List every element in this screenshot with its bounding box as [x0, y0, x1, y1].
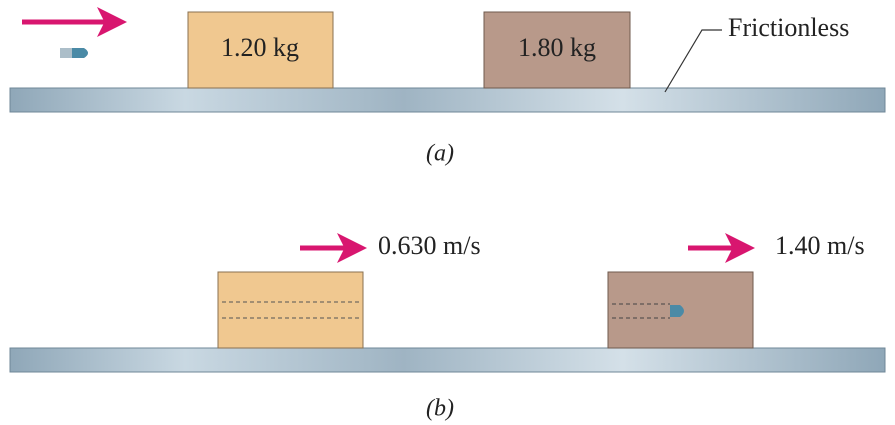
track — [10, 88, 885, 112]
caption: (a) — [426, 141, 454, 167]
caption: (b) — [426, 396, 454, 422]
block — [218, 272, 363, 348]
panel-b: 0.630 m/s 1.40 m/s (b) — [10, 231, 885, 422]
block-label: 1.80 kg — [518, 33, 596, 62]
panel-a: 1.20 kg 1.80 kg Frictionless (a) — [10, 12, 885, 167]
track — [10, 348, 885, 372]
surface-label: Frictionless — [728, 13, 849, 42]
velocity-label: 1.40 m/s — [775, 231, 865, 260]
velocity-label: 0.630 m/s — [378, 231, 481, 260]
leader-line — [665, 30, 722, 92]
bullet — [670, 305, 684, 317]
block-label: 1.20 kg — [221, 33, 299, 62]
diagram: 1.20 kg 1.80 kg Frictionless (a) 0.630 m… — [0, 0, 895, 425]
bullet — [60, 48, 88, 58]
